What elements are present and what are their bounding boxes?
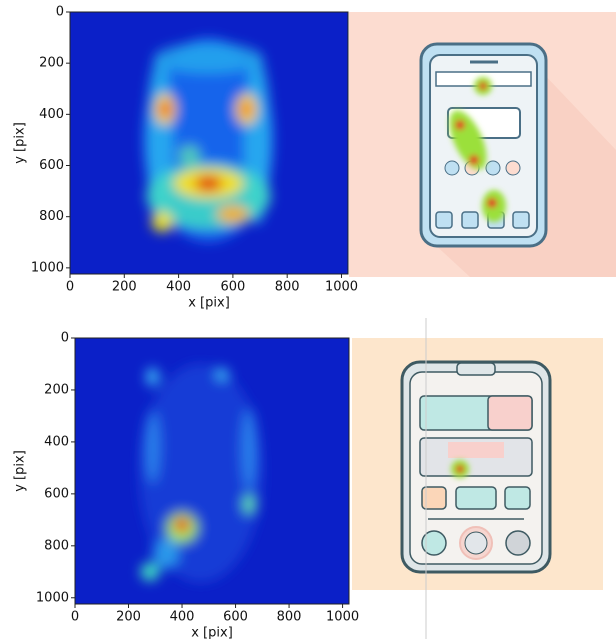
heatmap — [75, 338, 349, 604]
y-tick-label: 600 — [44, 486, 69, 501]
y-tick-label: 1000 — [31, 260, 64, 275]
figure: 0200400600800100002004006008001000x [pix… — [0, 0, 616, 639]
illustration-top — [349, 12, 616, 277]
y-axis-label: y [pix] — [13, 450, 28, 492]
heatmap — [70, 12, 348, 274]
x-tick-label: 600 — [223, 610, 248, 625]
x-tick-label: 800 — [277, 610, 302, 625]
y-tick-label: 800 — [39, 209, 64, 224]
x-axis-label: x [pix] — [191, 626, 233, 639]
y-tick-label: 200 — [44, 382, 69, 397]
y-tick-label: 200 — [39, 56, 64, 71]
x-tick-label: 400 — [166, 280, 191, 295]
x-tick-label: 200 — [116, 610, 141, 625]
y-tick-label: 0 — [56, 5, 64, 20]
y-axis-label: y [pix] — [13, 122, 28, 164]
y-tick-label: 1000 — [36, 590, 69, 605]
x-axis-label: x [pix] — [188, 296, 230, 311]
x-tick-label: 1000 — [325, 280, 358, 295]
x-tick-label: 0 — [66, 280, 74, 295]
illustration-bottom — [352, 338, 603, 590]
x-tick-label: 1000 — [326, 610, 359, 625]
y-tick-label: 800 — [44, 538, 69, 553]
y-tick-label: 400 — [44, 434, 69, 449]
x-tick-label: 200 — [112, 280, 137, 295]
x-tick-label: 0 — [71, 610, 79, 625]
y-tick-label: 400 — [39, 107, 64, 122]
y-tick-label: 600 — [39, 158, 64, 173]
x-tick-label: 600 — [220, 280, 245, 295]
y-tick-label: 0 — [61, 331, 69, 346]
x-tick-label: 400 — [170, 610, 195, 625]
x-tick-label: 800 — [275, 280, 300, 295]
